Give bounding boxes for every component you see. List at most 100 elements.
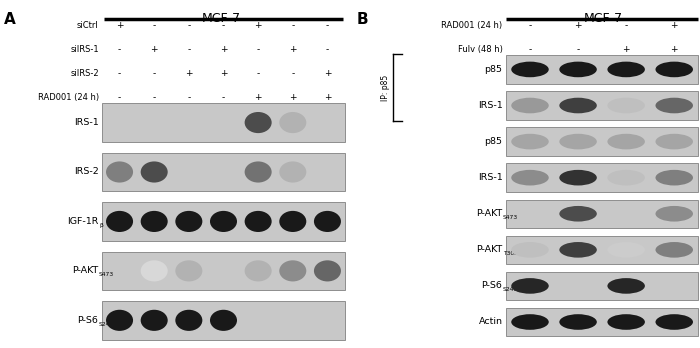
Ellipse shape [279, 260, 307, 282]
Ellipse shape [655, 242, 693, 258]
Text: p85: p85 [484, 137, 503, 146]
Text: +: + [220, 69, 228, 78]
Text: siIRS-1: siIRS-1 [70, 45, 99, 54]
Bar [506, 308, 699, 336]
Text: -: - [118, 45, 121, 54]
Ellipse shape [608, 134, 645, 149]
Text: -: - [256, 69, 260, 78]
Text: +: + [574, 21, 582, 30]
Text: -: - [528, 21, 531, 30]
Bar [506, 272, 699, 300]
Text: -: - [118, 69, 121, 78]
Bar [506, 199, 699, 228]
Text: +: + [323, 69, 331, 78]
Ellipse shape [210, 211, 237, 232]
Text: -: - [624, 21, 628, 30]
Ellipse shape [559, 98, 597, 113]
Text: S240/244: S240/244 [99, 322, 127, 327]
Text: +: + [220, 45, 228, 54]
Text: +: + [185, 69, 193, 78]
Ellipse shape [141, 310, 168, 331]
Text: +: + [622, 45, 630, 54]
Text: P-AKT: P-AKT [476, 209, 502, 218]
Ellipse shape [279, 112, 307, 133]
Text: -: - [118, 93, 121, 102]
Text: Fulv (48 h): Fulv (48 h) [458, 45, 503, 54]
Ellipse shape [511, 314, 549, 330]
Bar [102, 301, 345, 340]
Bar [506, 127, 699, 156]
Text: IP: p85: IP: p85 [381, 74, 390, 101]
Text: -: - [153, 69, 156, 78]
Text: IRS-1: IRS-1 [477, 101, 503, 110]
Text: +: + [254, 93, 262, 102]
Text: P-AKT: P-AKT [72, 266, 99, 275]
Text: P-AKT: P-AKT [476, 245, 502, 254]
Text: +: + [671, 45, 678, 54]
Ellipse shape [608, 242, 645, 258]
Text: -: - [326, 21, 329, 30]
Text: IRS-1: IRS-1 [477, 173, 503, 182]
Text: S240/244: S240/244 [503, 287, 531, 292]
Ellipse shape [511, 242, 549, 258]
Ellipse shape [141, 260, 168, 282]
Ellipse shape [175, 310, 202, 331]
Text: S473: S473 [503, 215, 518, 220]
Ellipse shape [141, 211, 168, 232]
Text: T308: T308 [503, 251, 518, 256]
Bar [506, 91, 699, 120]
Bar [506, 55, 699, 84]
Text: -: - [222, 93, 225, 102]
Ellipse shape [279, 161, 307, 183]
Text: -: - [528, 45, 531, 54]
Text: A: A [4, 12, 15, 27]
Ellipse shape [106, 161, 133, 183]
Text: +: + [254, 21, 262, 30]
Text: MCF-7: MCF-7 [202, 12, 241, 25]
Text: +: + [116, 21, 123, 30]
Ellipse shape [175, 260, 202, 282]
Ellipse shape [244, 112, 272, 133]
Ellipse shape [511, 134, 549, 149]
Text: -: - [222, 21, 225, 30]
Ellipse shape [608, 278, 645, 294]
Text: β: β [99, 223, 103, 228]
Ellipse shape [655, 62, 693, 77]
Text: -: - [256, 45, 260, 54]
Text: IRS-2: IRS-2 [74, 167, 99, 176]
Ellipse shape [655, 134, 693, 149]
Text: +: + [289, 45, 297, 54]
Ellipse shape [279, 211, 307, 232]
Ellipse shape [106, 310, 133, 331]
Ellipse shape [314, 260, 341, 282]
Ellipse shape [559, 206, 597, 222]
Text: +: + [323, 93, 331, 102]
Text: p85: p85 [484, 65, 503, 74]
Ellipse shape [608, 98, 645, 113]
Text: RAD001 (24 h): RAD001 (24 h) [38, 93, 99, 102]
Ellipse shape [511, 278, 549, 294]
Text: Actin: Actin [479, 317, 503, 326]
Ellipse shape [106, 211, 133, 232]
Ellipse shape [210, 310, 237, 331]
Ellipse shape [655, 206, 693, 222]
Ellipse shape [559, 134, 597, 149]
Ellipse shape [175, 211, 202, 232]
Text: B: B [357, 12, 369, 27]
Ellipse shape [655, 98, 693, 113]
Ellipse shape [608, 170, 645, 185]
Ellipse shape [141, 161, 168, 183]
Ellipse shape [314, 211, 341, 232]
Ellipse shape [559, 314, 597, 330]
Ellipse shape [511, 62, 549, 77]
Ellipse shape [244, 161, 272, 183]
Text: IRS-1: IRS-1 [74, 118, 99, 127]
Bar [102, 252, 345, 290]
Bar [102, 153, 345, 191]
Text: -: - [291, 21, 295, 30]
Text: siIRS-2: siIRS-2 [70, 69, 99, 78]
Ellipse shape [511, 98, 549, 113]
Ellipse shape [655, 170, 693, 185]
Bar [102, 103, 345, 142]
Bar [506, 164, 699, 192]
